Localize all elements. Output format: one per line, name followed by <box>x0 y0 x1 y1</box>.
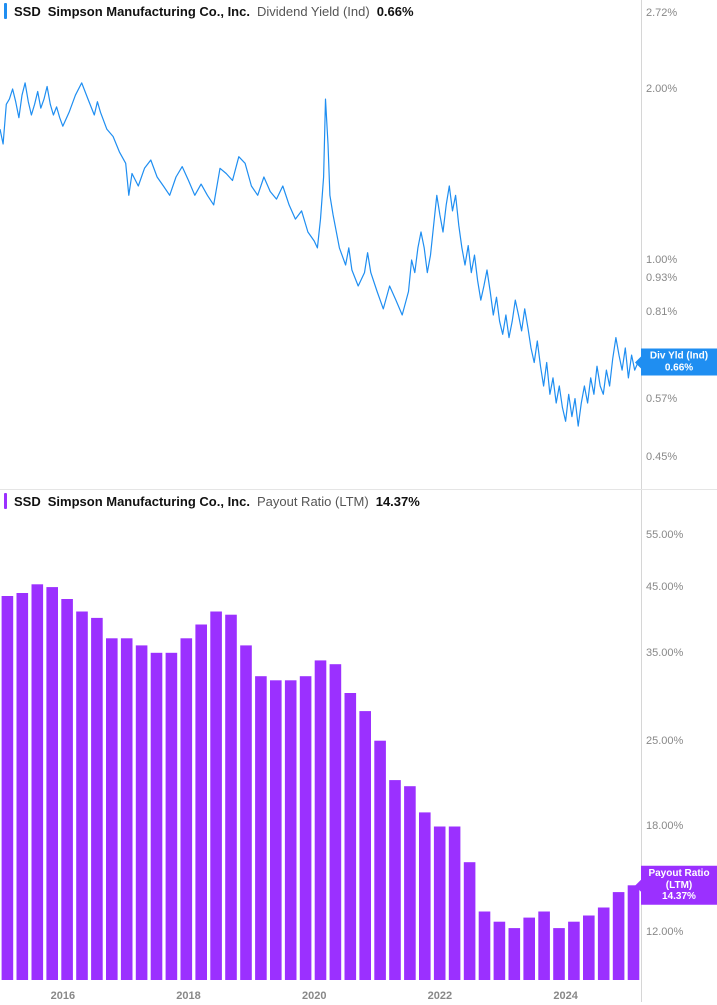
chart1-metric-value: 0.66% <box>377 4 414 19</box>
chart2-header: SSD Simpson Manufacturing Co., Inc. Payo… <box>4 493 420 509</box>
y-tick-label: 18.00% <box>646 820 683 832</box>
chart2-plot-area[interactable] <box>0 512 641 980</box>
chart1-value-flag: Div Yld (Ind) 0.66% <box>641 349 717 376</box>
flag2-label: Payout Ratio (LTM) <box>645 868 713 891</box>
y-tick-label: 55.00% <box>646 529 683 541</box>
dividend-yield-chart: SSD Simpson Manufacturing Co., Inc. Divi… <box>0 0 717 490</box>
chart1-plot-area[interactable] <box>0 0 641 489</box>
y-tick-label: 12.00% <box>646 926 683 938</box>
chart1-metric-label: Dividend Yield (Ind) <box>257 4 370 19</box>
flag2-value: 14.37% <box>645 891 713 903</box>
x-tick-label: 2022 <box>428 990 452 1002</box>
y-tick-label: 35.00% <box>646 647 683 659</box>
chart1-y-axis: Div Yld (Ind) 0.66% 2.72% 2.00% 1.00% 0.93%… <box>641 0 717 489</box>
y-tick-label: 25.00% <box>646 735 683 747</box>
x-tick-label: 2018 <box>176 990 200 1002</box>
chart1-accent-bar <box>4 3 7 19</box>
chart2-company-name: Simpson Manufacturing Co., Inc. <box>48 494 250 509</box>
x-tick-label: 2016 <box>51 990 75 1002</box>
chart2-y-axis: Payout Ratio (LTM) 14.37% 55.00% 45.00% 35… <box>641 490 717 1002</box>
chart2-value-flag: Payout Ratio (LTM) 14.37% <box>641 866 717 905</box>
chart2-metric-value: 14.37% <box>376 494 420 509</box>
chart1-company-name: Simpson Manufacturing Co., Inc. <box>48 4 250 19</box>
chart2-ticker[interactable]: SSD <box>14 494 41 509</box>
payout-ratio-chart: SSD Simpson Manufacturing Co., Inc. Payo… <box>0 490 717 1002</box>
y-tick-label: 0.81% <box>646 306 677 318</box>
flag1-label: Div Yld (Ind) <box>645 351 713 363</box>
flag1-value: 0.66% <box>645 362 713 374</box>
chart1-header: SSD Simpson Manufacturing Co., Inc. Divi… <box>4 3 414 19</box>
shared-x-axis: 2016 2018 2020 2022 2024 <box>0 984 641 1002</box>
y-tick-label: 2.72% <box>646 7 677 19</box>
y-tick-label: 45.00% <box>646 581 683 593</box>
chart2-metric-label: Payout Ratio (LTM) <box>257 494 369 509</box>
x-tick-label: 2024 <box>553 990 577 1002</box>
chart1-ticker[interactable]: SSD <box>14 4 41 19</box>
chart2-accent-bar <box>4 493 7 509</box>
y-tick-label: 0.57% <box>646 393 677 405</box>
y-tick-label: 0.93% <box>646 272 677 284</box>
y-tick-label: 0.45% <box>646 451 677 463</box>
y-tick-label: 2.00% <box>646 83 677 95</box>
x-tick-label: 2020 <box>302 990 326 1002</box>
y-tick-label: 1.00% <box>646 254 677 266</box>
